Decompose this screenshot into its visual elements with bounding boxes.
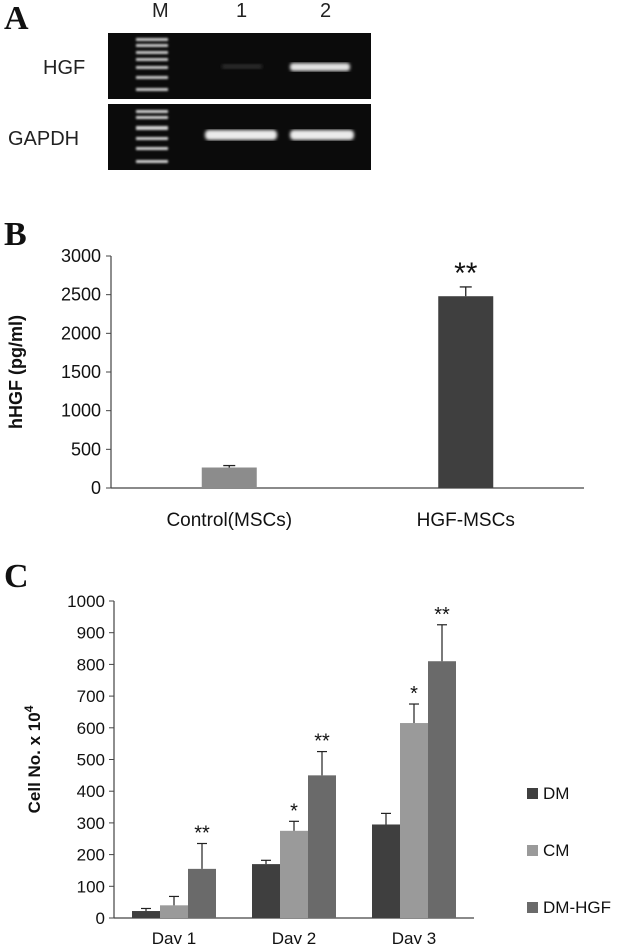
y-tick-label-6: 600: [77, 719, 105, 738]
panel-a-letter: A: [4, 0, 29, 37]
y-tick-label-0: 0: [91, 478, 101, 498]
bar-DM-HGF-0: [188, 868, 216, 918]
bar-CM-1: [280, 830, 308, 918]
bar-1: [438, 296, 494, 488]
band-hgf-lane1: [222, 64, 262, 69]
significance-DM-HGF-2: **: [434, 604, 450, 626]
significance-DM-HGF-0: **: [194, 823, 210, 845]
panel-b-chart: 0 500 1000 1500 2000 2500 3000 hHGF (pg/ml) Cont…: [6, 246, 584, 531]
bar-DM-HGF-2: [428, 661, 456, 918]
y-tick-label-2: 1000: [61, 401, 101, 421]
y-tick-label-2: 200: [77, 846, 105, 865]
y-axis-label-superscript: 4: [22, 705, 36, 712]
y-tick-label-4: 2000: [61, 323, 101, 343]
legend-label-CM: CM: [543, 841, 569, 860]
x-tick-label-2: Day 3: [392, 929, 436, 944]
y-tick-label-3: 300: [77, 814, 105, 833]
marker-ladder-top: [136, 38, 168, 91]
significance-CM-1: *: [290, 800, 298, 822]
panel-c-chart: 0 100 200 300 400 500 600 700 800 900 1000 Cell No.…: [22, 592, 611, 944]
legend-swatch-DM: [527, 788, 538, 799]
bar-DM-2: [372, 824, 400, 918]
y-tick-label-6: 3000: [61, 246, 101, 266]
bar-DM-1: [252, 864, 280, 918]
band-gapdh-lane2: [290, 130, 354, 140]
bar-DM-0: [132, 911, 160, 918]
y-tick-label-4: 400: [77, 782, 105, 801]
y-tick-label-7: 700: [77, 687, 105, 706]
legend-swatch-CM: [527, 845, 538, 856]
gel-row-label-hgf: HGF: [43, 57, 86, 79]
x-tick-label-0: Control(MSCs): [166, 510, 292, 531]
panel-a: A M 1 2 HGF GAPDH: [0, 0, 623, 185]
legend-label-DM-HGF: DM-HGF: [543, 898, 611, 917]
bar-0: [201, 467, 257, 488]
y-tick-label-1: 500: [71, 439, 101, 459]
band-gapdh-lane1: [205, 130, 277, 140]
significance-1: **: [454, 257, 478, 290]
lane-label-m: M: [152, 0, 169, 22]
y-tick-label-9: 900: [77, 624, 105, 643]
legend-label-DM: DM: [543, 784, 569, 803]
y-tick-label-3: 1500: [61, 362, 101, 382]
significance-DM-HGF-1: **: [314, 731, 330, 753]
legend-swatch-DM-HGF: [527, 902, 538, 913]
panel-b-letter: B: [4, 216, 27, 253]
bar-CM-0: [160, 905, 188, 918]
y-axis-label: hHGF (pg/ml): [6, 315, 26, 429]
y-tick-label-10: 1000: [67, 592, 105, 611]
bar-DM-HGF-1: [308, 775, 336, 918]
y-tick-label-5: 2500: [61, 285, 101, 305]
lane-label-2: 2: [320, 0, 332, 22]
y-tick-label-5: 500: [77, 751, 105, 770]
bar-CM-2: [400, 723, 428, 918]
significance-CM-2: *: [410, 683, 418, 705]
panel-c-letter: C: [4, 558, 29, 595]
y-axis-label: Cell No. x 104: [22, 705, 44, 813]
gel-image: [108, 33, 371, 170]
lane-label-1: 1: [236, 0, 248, 22]
gel-row-label-gapdh: GAPDH: [8, 128, 80, 150]
x-tick-label-1: HGF-MSCs: [417, 510, 515, 531]
y-tick-label-0: 0: [96, 909, 105, 928]
y-tick-label-1: 100: [77, 877, 105, 896]
y-tick-label-8: 800: [77, 655, 105, 674]
marker-ladder-bottom: [136, 110, 168, 163]
x-tick-label-1: Day 2: [272, 929, 316, 944]
band-hgf-lane2: [290, 63, 350, 71]
x-tick-label-0: Day 1: [152, 929, 196, 944]
